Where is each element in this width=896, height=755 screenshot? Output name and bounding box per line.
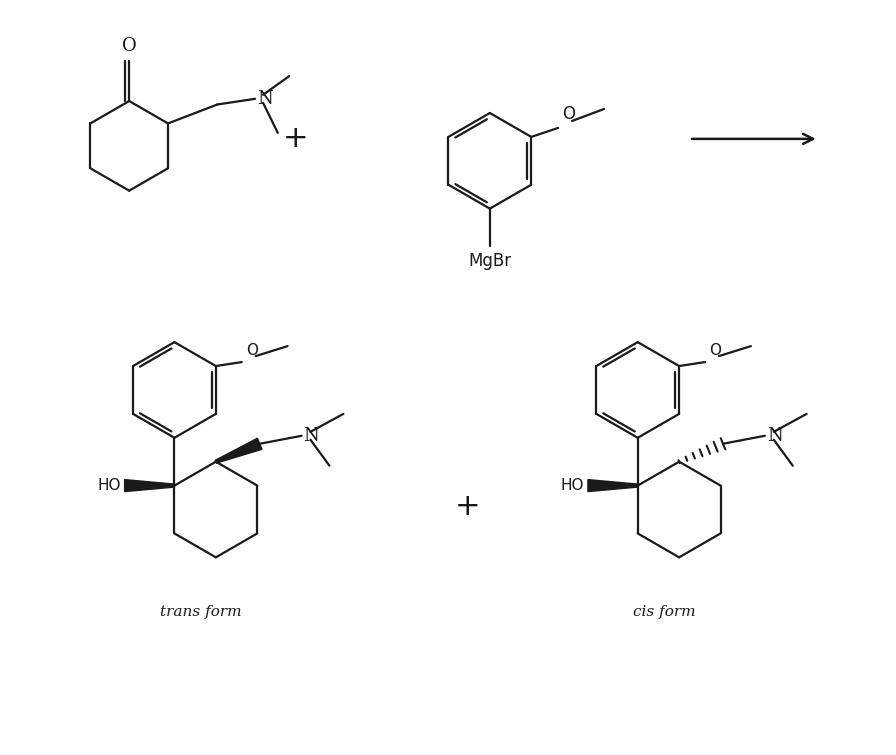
Polygon shape xyxy=(215,438,262,463)
Text: HO: HO xyxy=(560,478,584,493)
Text: trans form: trans form xyxy=(160,606,242,619)
Text: O: O xyxy=(562,105,575,123)
Text: N: N xyxy=(257,90,272,108)
Text: N: N xyxy=(767,427,782,445)
Text: MgBr: MgBr xyxy=(469,252,512,270)
Text: O: O xyxy=(122,37,136,55)
Polygon shape xyxy=(125,479,175,492)
Polygon shape xyxy=(588,479,638,492)
Text: O: O xyxy=(246,343,258,358)
Text: N: N xyxy=(304,427,319,445)
Text: +: + xyxy=(283,125,308,153)
Text: HO: HO xyxy=(97,478,121,493)
Text: cis form: cis form xyxy=(633,606,695,619)
Text: +: + xyxy=(455,492,481,521)
Text: O: O xyxy=(709,343,721,358)
